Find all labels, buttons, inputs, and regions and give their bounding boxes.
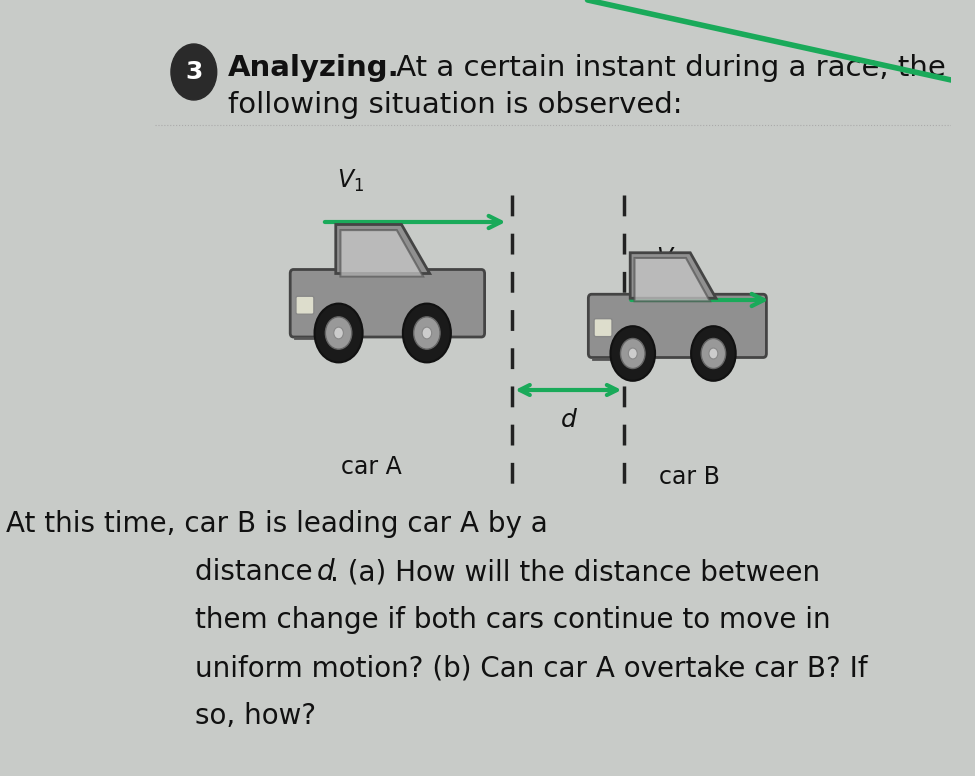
Text: d: d — [561, 408, 576, 432]
Circle shape — [691, 326, 736, 381]
Text: 3: 3 — [185, 60, 203, 84]
Text: car B: car B — [659, 465, 721, 489]
Circle shape — [315, 303, 363, 362]
Circle shape — [628, 348, 638, 359]
Text: $V_2$: $V_2$ — [656, 246, 682, 272]
Polygon shape — [630, 253, 716, 298]
Circle shape — [171, 44, 216, 100]
Polygon shape — [335, 224, 430, 273]
Text: them change if both cars continue to move in: them change if both cars continue to mov… — [195, 606, 831, 634]
Polygon shape — [340, 230, 423, 276]
Circle shape — [403, 303, 450, 362]
FancyBboxPatch shape — [588, 294, 766, 358]
Text: At this time, car B is leading car A by a: At this time, car B is leading car A by … — [6, 510, 548, 538]
Circle shape — [610, 326, 655, 381]
FancyBboxPatch shape — [291, 269, 485, 337]
Text: uniform motion? (b) Can car A overtake car B? If: uniform motion? (b) Can car A overtake c… — [195, 654, 868, 682]
Text: At a certain instant during a race, the: At a certain instant during a race, the — [387, 54, 946, 82]
Circle shape — [326, 317, 352, 349]
Text: . (a) How will the distance between: . (a) How will the distance between — [331, 558, 820, 586]
Text: following situation is observed:: following situation is observed: — [228, 91, 682, 119]
Circle shape — [413, 317, 440, 349]
Polygon shape — [635, 258, 710, 301]
Text: Analyzing.: Analyzing. — [228, 54, 400, 82]
Circle shape — [701, 338, 725, 369]
Text: so, how?: so, how? — [195, 702, 317, 730]
FancyBboxPatch shape — [296, 296, 314, 314]
Text: $V_1$: $V_1$ — [337, 168, 365, 194]
Text: d: d — [316, 558, 334, 586]
Circle shape — [422, 327, 432, 339]
Text: car A: car A — [340, 455, 402, 479]
Circle shape — [620, 338, 645, 369]
FancyBboxPatch shape — [594, 319, 612, 337]
Text: distance: distance — [195, 558, 322, 586]
Circle shape — [709, 348, 718, 359]
Circle shape — [333, 327, 343, 339]
